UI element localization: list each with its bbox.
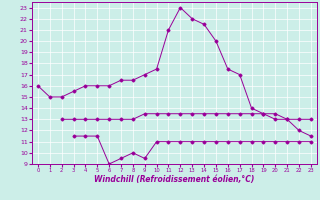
- X-axis label: Windchill (Refroidissement éolien,°C): Windchill (Refroidissement éolien,°C): [94, 175, 255, 184]
